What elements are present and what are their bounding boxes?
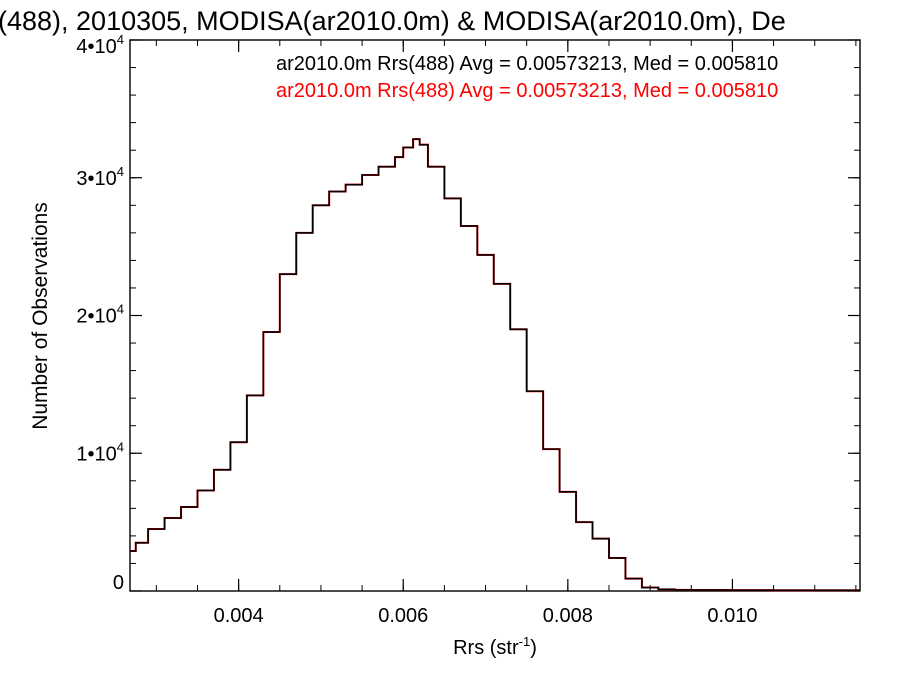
legend-line-black: ar2010.0m Rrs(488) Avg = 0.00573213, Med… <box>276 53 778 75</box>
x-axis-label-text: Rrs (str <box>453 637 519 659</box>
chart-title: (488), 2010305, MODISA(ar2010.0m) & MODI… <box>0 6 786 36</box>
y-axis-label: Number of Observations <box>29 202 52 430</box>
x-tick-label: 0.008 <box>543 605 593 627</box>
x-axis-label-close: ) <box>530 637 537 659</box>
x-tick-label: 0.004 <box>214 605 264 627</box>
series-layer <box>130 138 860 592</box>
series-line-0 <box>130 138 860 592</box>
legend-line-red: ar2010.0m Rrs(488) Avg = 0.00573213, Med… <box>276 80 778 102</box>
x-tick-label: 0.010 <box>707 605 757 627</box>
plot-frame <box>129 39 861 592</box>
y-tick-label: 1•104 <box>76 439 124 465</box>
y-tick-label: 2•104 <box>76 302 124 328</box>
minor-ticks <box>130 39 860 592</box>
x-axis-label-superscript: -1 <box>519 634 531 649</box>
x-tick-label: 0.006 <box>378 605 428 627</box>
series-line-1 <box>130 138 860 592</box>
y-tick-label: 0 <box>113 572 124 594</box>
y-tick-label: 4•104 <box>76 32 124 58</box>
x-axis-label: Rrs (str-1) <box>453 634 537 659</box>
x-axis-ticks: 0.004 0.006 0.008 0.010 <box>214 40 757 627</box>
y-tick-label: 3•104 <box>76 164 124 190</box>
y-axis-ticks: 0 1•104 2•104 3•104 4•104 <box>76 32 860 594</box>
